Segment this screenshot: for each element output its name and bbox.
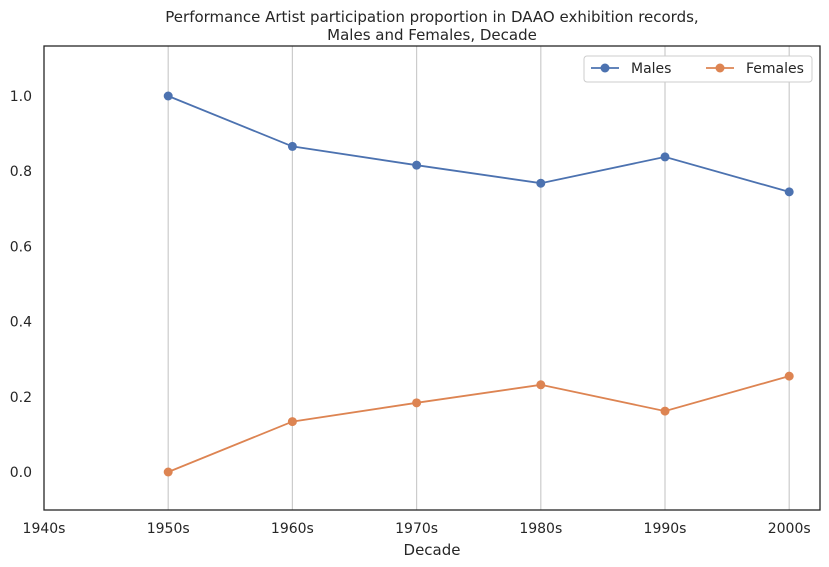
legend-label-females: Females xyxy=(746,61,804,77)
x-axis-label: Decade xyxy=(404,541,461,559)
females-point xyxy=(412,398,422,408)
gridlines xyxy=(167,46,790,510)
x-tick-label: 1960s xyxy=(271,521,314,537)
y-tick-label: 1.0 xyxy=(10,89,32,105)
x-tick-label: 1950s xyxy=(147,521,190,537)
females-line xyxy=(167,375,790,473)
x-tick-label: 1980s xyxy=(519,521,562,537)
y-tick-label: 0.0 xyxy=(10,465,32,481)
y-tick-label: 0.2 xyxy=(10,390,32,406)
y-tick-label: 0.8 xyxy=(10,164,32,180)
males-point xyxy=(784,187,794,197)
x-tick-label: 2000s xyxy=(768,521,811,537)
legend-box xyxy=(583,55,813,83)
males-point xyxy=(660,152,670,162)
males-line xyxy=(167,95,790,193)
x-tick-labels: 1940s 1950s 1960s 1970s 1980s 1990s 2000s xyxy=(23,521,811,537)
legend-marker-females xyxy=(715,63,725,73)
y-tick-labels: 0.0 0.2 0.4 0.6 0.8 1.0 xyxy=(10,89,32,481)
males-point xyxy=(287,141,297,151)
plot-frame xyxy=(43,45,821,511)
legend-label-males: Males xyxy=(631,61,671,77)
series-points xyxy=(163,91,794,477)
males-point xyxy=(412,160,422,170)
legend-marker-males xyxy=(600,63,610,73)
x-tick-label: 1990s xyxy=(644,521,687,537)
males-point xyxy=(163,91,173,101)
females-point xyxy=(784,371,794,381)
x-tick-label: 1970s xyxy=(395,521,438,537)
females-point xyxy=(660,406,670,416)
chart-title-line1: Performance Artist participation proport… xyxy=(165,8,698,26)
females-point xyxy=(536,380,546,390)
x-tick-label: 1940s xyxy=(23,521,66,537)
chart-title-line2: Males and Females, Decade xyxy=(327,26,537,44)
males-point xyxy=(536,178,546,188)
series-lines xyxy=(167,95,790,473)
legend: Males Females xyxy=(583,55,813,83)
females-point xyxy=(163,467,173,477)
y-tick-label: 0.6 xyxy=(10,239,32,255)
y-tick-label: 0.4 xyxy=(10,315,32,331)
females-point xyxy=(287,417,297,427)
